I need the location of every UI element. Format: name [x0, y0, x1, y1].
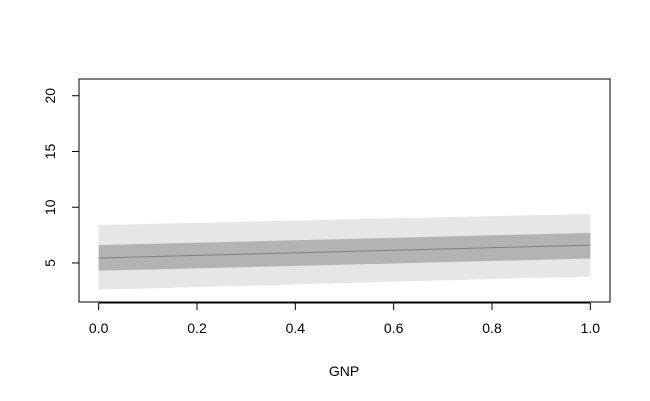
x-axis-title: GNP [329, 363, 359, 379]
y-tick-label: 20 [42, 88, 58, 104]
x-tick-label: 1.0 [581, 320, 601, 336]
y-axis: 5 10 15 20 [42, 88, 80, 267]
x-tick-label: 0.0 [89, 320, 109, 336]
x-tick-label: 0.4 [286, 320, 306, 336]
x-tick-label: 0.8 [482, 320, 502, 336]
series-lines [98, 244, 591, 259]
y-tick-label: 5 [42, 259, 58, 267]
x-tick-label: 0.2 [187, 320, 207, 336]
y-tick-label: 10 [42, 199, 58, 215]
center-line [98, 244, 591, 259]
x-tick-label: 0.6 [384, 320, 404, 336]
x-axis: 0.0 0.2 0.4 0.6 0.8 1.0 [89, 302, 601, 336]
y-tick-label: 15 [42, 143, 58, 159]
